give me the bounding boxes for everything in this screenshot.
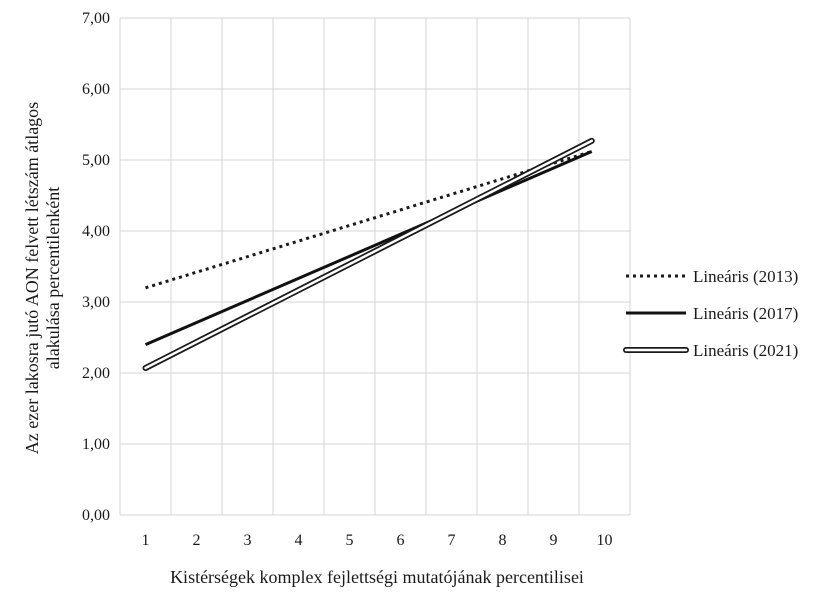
y-tick-label: 0,00 (82, 507, 110, 524)
grid-layer (119, 17, 631, 516)
series-line-inner (144, 139, 593, 370)
x-tick-label: 3 (244, 532, 252, 549)
y-tick-label: 7,00 (82, 10, 110, 27)
x-tick-label: 8 (499, 532, 507, 549)
x-tick-label: 6 (397, 532, 405, 549)
y-tick-label: 6,00 (82, 81, 110, 98)
x-tick-label: 5 (346, 532, 354, 549)
x-tick-label: 1 (142, 532, 150, 549)
y-axis-title-line-2: alakulása percentilenként (43, 187, 63, 369)
tick-layer: 0,00 1,00 2,00 3,00 4,00 5,00 6,00 7,00 1 2 3 4 5 6 7 8… (82, 10, 613, 549)
y-tick-label: 5,00 (82, 152, 110, 169)
series-1 (145, 150, 593, 290)
x-tick-label: 7 (448, 532, 456, 549)
legend-label: Lineáris (2021) (693, 341, 798, 360)
legend-item: Lineáris (2013) (626, 267, 798, 286)
x-axis-title: Kistérségek komplex fejlettségi mutatójá… (170, 567, 584, 587)
legend-item: Lineáris (2021) (623, 341, 798, 360)
x-tick-label: 2 (193, 532, 201, 549)
y-tick-label: 4,00 (82, 223, 110, 240)
x-tick-label: 10 (597, 532, 613, 549)
series-line (144, 150, 593, 346)
legend-label: Lineáris (2013) (693, 267, 798, 286)
x-tick-label: 4 (295, 532, 303, 549)
series-3 (142, 137, 595, 372)
y-tick-label: 1,00 (82, 436, 110, 453)
series-line (145, 150, 593, 290)
legend-item: Lineáris (2017) (626, 304, 798, 323)
series-2 (144, 150, 593, 346)
y-tick-label: 2,00 (82, 365, 110, 382)
x-tick-label: 9 (550, 532, 558, 549)
series-layer (142, 137, 595, 372)
legend-label: Lineáris (2017) (693, 304, 798, 323)
y-tick-label: 3,00 (82, 294, 110, 311)
legend: Lineáris (2013) Lineáris (2017) Lineáris (… (623, 267, 798, 360)
y-axis-title-line-1: Az ezer lakosra jutó AON felvett létszám… (22, 102, 42, 454)
